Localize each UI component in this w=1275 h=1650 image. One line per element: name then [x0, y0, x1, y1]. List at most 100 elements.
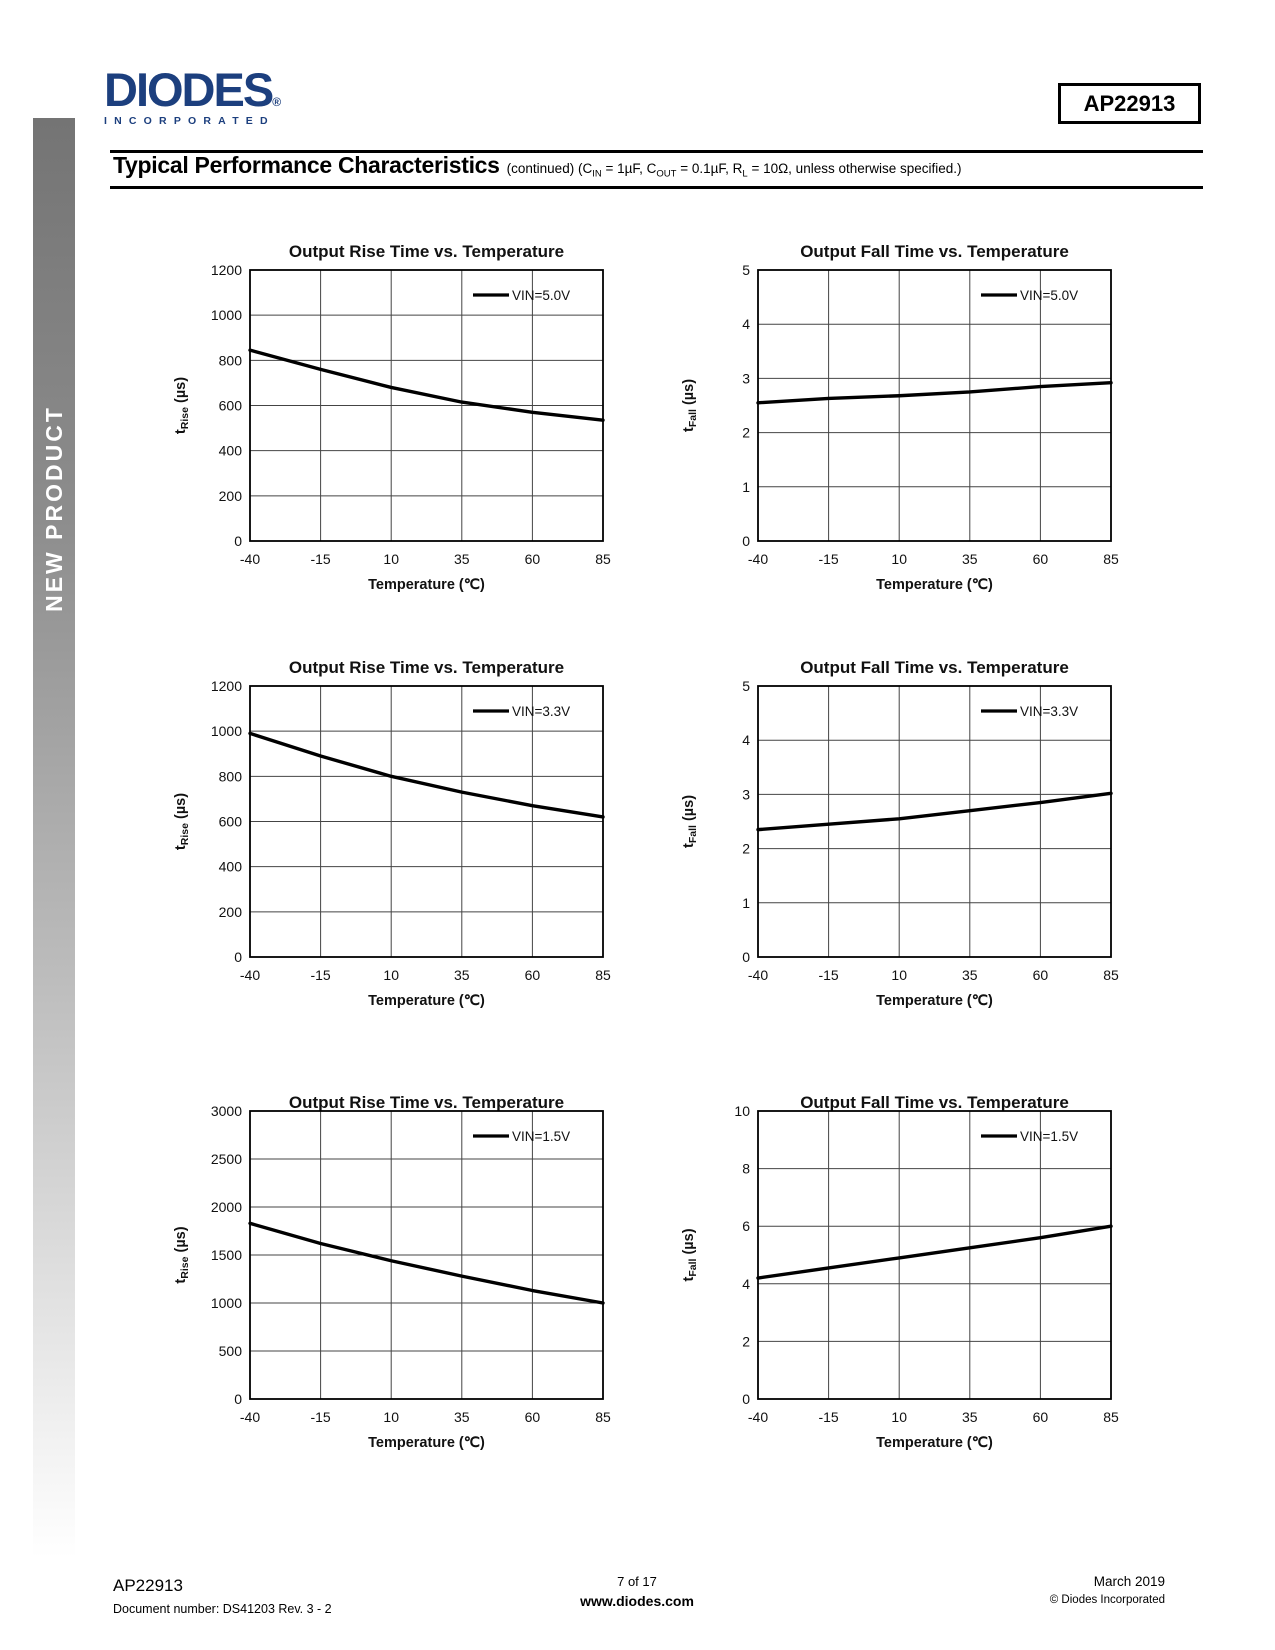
logo-incorporated-text: INCORPORATED [104, 115, 275, 127]
y-tick-label: 400 [219, 443, 243, 459]
y-axis-title: tFall (µs) [681, 379, 699, 432]
logo-brand: DIODES® [104, 66, 334, 113]
legend-label: VIN=1.5V [1020, 1129, 1078, 1144]
x-tick-label: -15 [310, 1409, 330, 1425]
x-tick-label: 10 [383, 1409, 399, 1425]
y-tick-label: 1 [742, 895, 750, 911]
data-curve [248, 1221, 605, 1305]
x-tick-label: -15 [818, 967, 838, 983]
cond-sub-in: IN [592, 168, 602, 180]
x-tick-label: 35 [962, 551, 978, 567]
y-tick-label: 600 [219, 814, 243, 830]
y-tick-label: 500 [219, 1343, 243, 1359]
footer-document-number: Document number: DS41203 Rev. 3 - 2 [113, 1602, 332, 1616]
x-tick-label: 60 [1033, 551, 1049, 567]
x-tick-label: 60 [1033, 967, 1049, 983]
page-title: Typical Performance Characteristics [113, 152, 500, 178]
x-tick-label: 60 [1033, 1409, 1049, 1425]
part-number-label: AP22913 [1083, 90, 1176, 116]
new-product-label: NEW PRODUCT [40, 404, 67, 612]
part-number-box: AP22913 [1058, 83, 1201, 124]
data-curve [756, 1224, 1113, 1280]
data-curve [756, 791, 1113, 832]
cond-text: (C [574, 161, 593, 176]
y-tick-label: 0 [234, 949, 242, 965]
footer-website: www.diodes.com [580, 1593, 694, 1609]
chart-svg: Output Fall Time vs. Temperature 0 1 2 3 4 5 -4… [681, 242, 1119, 593]
x-tick-label: 35 [454, 1409, 470, 1425]
plot-border [249, 685, 604, 958]
footer-right: March 2019 © Diodes Incorporated [865, 1574, 1165, 1606]
y-axis-title: tFall (µs) [681, 1228, 699, 1281]
x-tick-label: 85 [1103, 967, 1119, 983]
y-tick-label: 1000 [211, 723, 242, 739]
y-tick-label: 10 [734, 1103, 750, 1119]
diodes-logo: DIODES® INCORPORATED [104, 66, 334, 127]
x-tick-label: -15 [310, 551, 330, 567]
x-tick-label: -40 [748, 551, 768, 567]
x-axis-title: Temperature (℃) [368, 577, 485, 593]
x-tick-label: 85 [595, 551, 611, 567]
y-tick-label: 0 [742, 533, 750, 549]
plot-border [757, 685, 1112, 958]
footer-copyright: © Diodes Incorporated [1049, 1594, 1165, 1606]
cond-text: = 10Ω, unless otherwise specified.) [747, 161, 962, 176]
x-tick-label: -15 [818, 551, 838, 567]
y-tick-label: 1000 [211, 1295, 242, 1311]
chart-svg: Output Fall Time vs. Temperature 0 2 4 6 8 10 -… [681, 1093, 1119, 1451]
cond-sub-l: L [742, 168, 748, 180]
chart-title: Output Fall Time vs. Temperature [800, 242, 1069, 261]
cond-text: = 1µF, C [601, 161, 657, 176]
y-tick-label: 600 [219, 398, 243, 414]
x-tick-label: -40 [240, 967, 260, 983]
y-tick-label: 6 [742, 1218, 750, 1234]
continued-note: (continued) [506, 161, 575, 176]
y-tick-label: 1000 [211, 307, 242, 323]
footer-page-number: 7 of 17 [617, 1574, 657, 1589]
y-tick-label: 400 [219, 859, 243, 875]
y-tick-label: 2 [742, 1333, 750, 1349]
data-curve [248, 348, 605, 422]
data-curve [248, 731, 605, 819]
plot-border [249, 269, 604, 542]
y-tick-label: 200 [219, 904, 243, 920]
x-tick-label: 60 [525, 1409, 541, 1425]
x-tick-label: 35 [454, 967, 470, 983]
x-axis-title: Temperature (℃) [368, 993, 485, 1009]
cond-sub-out: OUT [656, 168, 677, 180]
chart-title: Output Rise Time vs. Temperature [289, 658, 564, 677]
x-tick-label: 85 [595, 1409, 611, 1425]
y-axis-title: tRise (µs) [173, 377, 191, 434]
y-tick-label: 3000 [211, 1103, 242, 1119]
y-axis-title: tFall (µs) [681, 795, 699, 848]
y-tick-label: 1 [742, 479, 750, 495]
x-axis-title: Temperature (℃) [368, 1435, 485, 1451]
x-tick-label: 10 [383, 967, 399, 983]
data-curve [756, 381, 1113, 405]
x-tick-label: 85 [1103, 551, 1119, 567]
y-tick-label: 0 [742, 949, 750, 965]
chart-svg: Output Rise Time vs. Temperature 0 500 1000… [173, 1093, 611, 1451]
plot-border [249, 1110, 604, 1400]
chart-title: Output Rise Time vs. Temperature [289, 242, 564, 261]
legend-label: VIN=3.3V [1020, 704, 1078, 719]
x-tick-label: 85 [1103, 1409, 1119, 1425]
x-tick-label: 10 [891, 551, 907, 567]
chart-fall-time-vin-1v5: Output Fall Time vs. Temperature 0 2 4 6 8 10 -… [663, 1076, 1128, 1466]
y-tick-label: 800 [219, 768, 243, 784]
footer-left: AP22913 Document number: DS41203 Rev. 3 … [113, 1576, 332, 1616]
y-tick-label: 3 [742, 786, 750, 802]
y-tick-label: 1500 [211, 1247, 242, 1263]
y-tick-label: 2 [742, 841, 750, 857]
x-axis-title: Temperature (℃) [876, 993, 993, 1009]
legend-label: VIN=3.3V [512, 704, 570, 719]
x-axis-title: Temperature (℃) [876, 577, 993, 593]
y-tick-label: 200 [219, 488, 243, 504]
x-tick-label: 35 [962, 1409, 978, 1425]
x-tick-label: 60 [525, 967, 541, 983]
chart-fall-time-vin-3v3: Output Fall Time vs. Temperature 0 1 2 3 4 5 -4… [663, 641, 1128, 1031]
footer-part-number: AP22913 [113, 1576, 183, 1595]
header-rule-top [110, 150, 1203, 153]
y-tick-label: 5 [742, 262, 750, 278]
y-tick-label: 1200 [211, 262, 242, 278]
